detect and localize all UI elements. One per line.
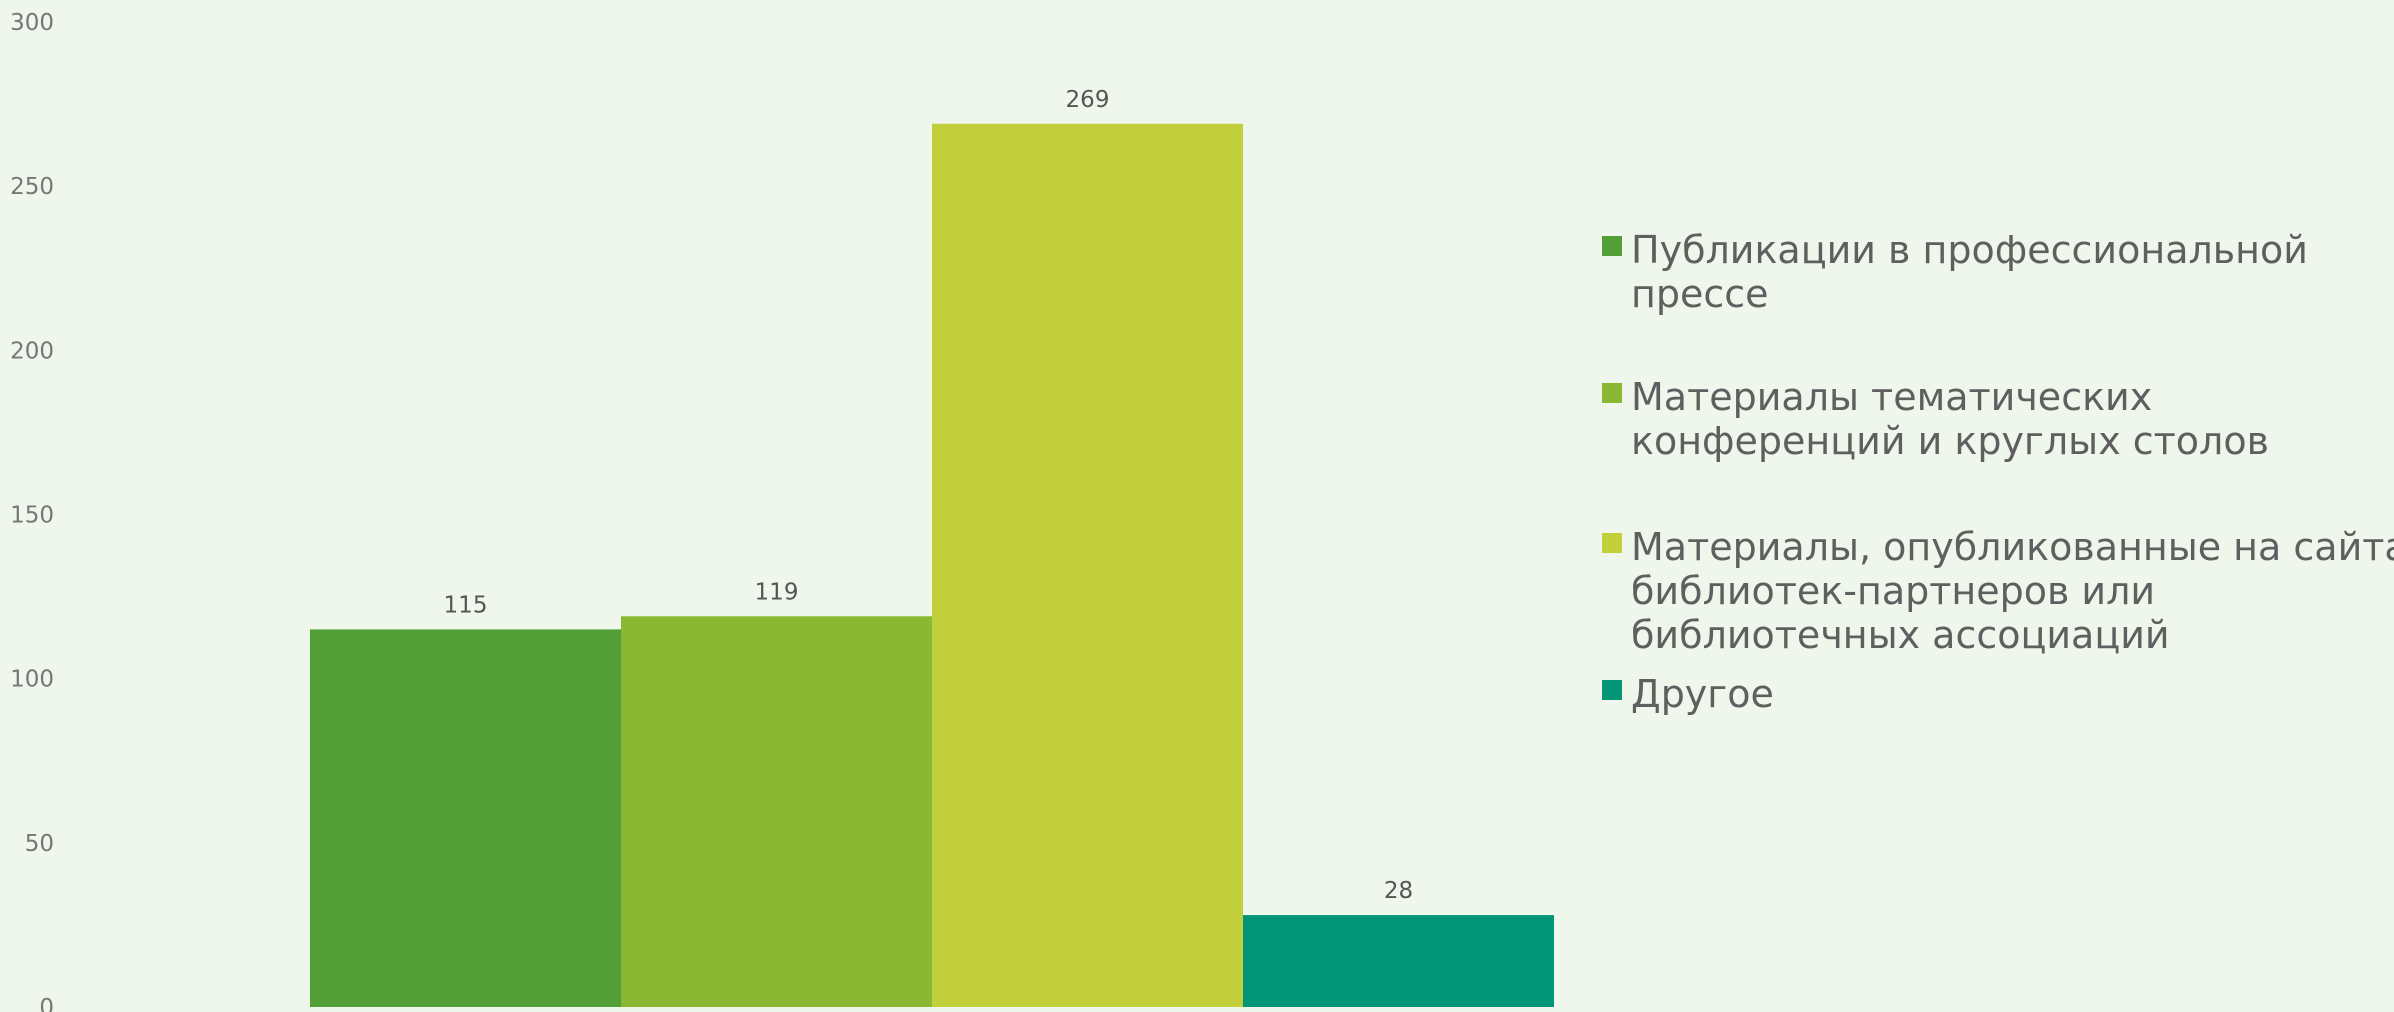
- legend-label: Материалы, опубликованные на сайтах: [1631, 525, 2394, 569]
- legend-marker: [1602, 236, 1622, 256]
- legend-item: Другое: [1602, 672, 1774, 716]
- legend-label: Материалы тематических: [1631, 375, 2152, 419]
- y-tick-label: 0: [39, 995, 54, 1012]
- bars: [310, 123, 1554, 1008]
- bar: [1243, 915, 1554, 1007]
- legend-marker: [1602, 533, 1622, 553]
- legend-label: конференций и круглых столов: [1631, 419, 2269, 463]
- legend-marker: [1602, 680, 1622, 700]
- y-tick-label: 200: [10, 338, 54, 364]
- legend-label: библиотек-партнеров или: [1631, 569, 2155, 613]
- y-tick-label: 50: [25, 831, 54, 857]
- legend-item: Материалы, опубликованные на сайтахбибли…: [1602, 525, 2394, 657]
- bar: [621, 616, 932, 1007]
- bar: [932, 123, 1243, 1008]
- legend-label: библиотечных ассоциаций: [1631, 613, 2170, 657]
- data-labels: 115 119 269 28: [444, 87, 1414, 904]
- data-label: 28: [1384, 878, 1413, 904]
- data-label: 119: [755, 579, 799, 605]
- y-axis: 0 50 100 150 200 250 300: [10, 10, 54, 1012]
- y-tick-label: 300: [10, 10, 54, 36]
- y-tick-label: 250: [10, 174, 54, 200]
- data-label: 269: [1066, 87, 1110, 113]
- legend-marker: [1602, 383, 1622, 403]
- data-label: 115: [444, 592, 488, 618]
- legend-label: Другое: [1631, 672, 1774, 716]
- legend-label: Публикации в профессиональной: [1631, 228, 2308, 272]
- y-tick-label: 100: [10, 667, 54, 693]
- bar: [310, 629, 621, 1007]
- y-tick-label: 150: [10, 503, 54, 529]
- legend-label: прессе: [1631, 272, 1769, 316]
